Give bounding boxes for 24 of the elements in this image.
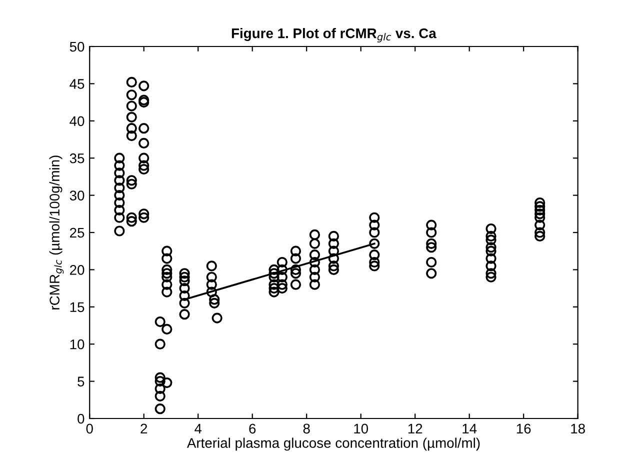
y-tick-label: 5 <box>78 376 84 386</box>
x-tick-label: 14 <box>462 424 477 434</box>
y-tick-label: 50 <box>70 42 84 52</box>
x-tick-label: 18 <box>571 424 585 434</box>
x-axis-title: Arterial plasma glucose concentration (µmol/ml) <box>186 438 480 451</box>
x-tick-label: 6 <box>249 424 256 434</box>
y-tick-label: 30 <box>70 190 84 200</box>
x-tick-label: 10 <box>354 424 368 434</box>
y-tick-label: 0 <box>78 414 84 424</box>
chart-title: Figure 1. Plot of rCMR$_{glc}$ vs. Ca <box>232 28 436 42</box>
x-tick-label: 0 <box>86 424 93 434</box>
y-axis-title: rCMR$_{glc}$ (µmol/100g/min) <box>49 156 64 310</box>
y-tick-label: 10 <box>70 339 84 350</box>
y-tick-label: 35 <box>70 153 84 164</box>
x-tick-label: 2 <box>140 424 148 434</box>
y-tick-label: 40 <box>70 116 84 126</box>
x-tick-label: 4 <box>194 424 202 434</box>
y-tick-label: 25 <box>70 228 84 238</box>
y-tick-label: 15 <box>70 302 84 312</box>
x-tick-label: 8 <box>303 424 310 434</box>
y-tick-label: 20 <box>70 265 84 275</box>
y-tick-label: 45 <box>70 79 84 89</box>
x-tick-label: 16 <box>516 424 531 434</box>
x-tick-label: 12 <box>408 424 422 434</box>
